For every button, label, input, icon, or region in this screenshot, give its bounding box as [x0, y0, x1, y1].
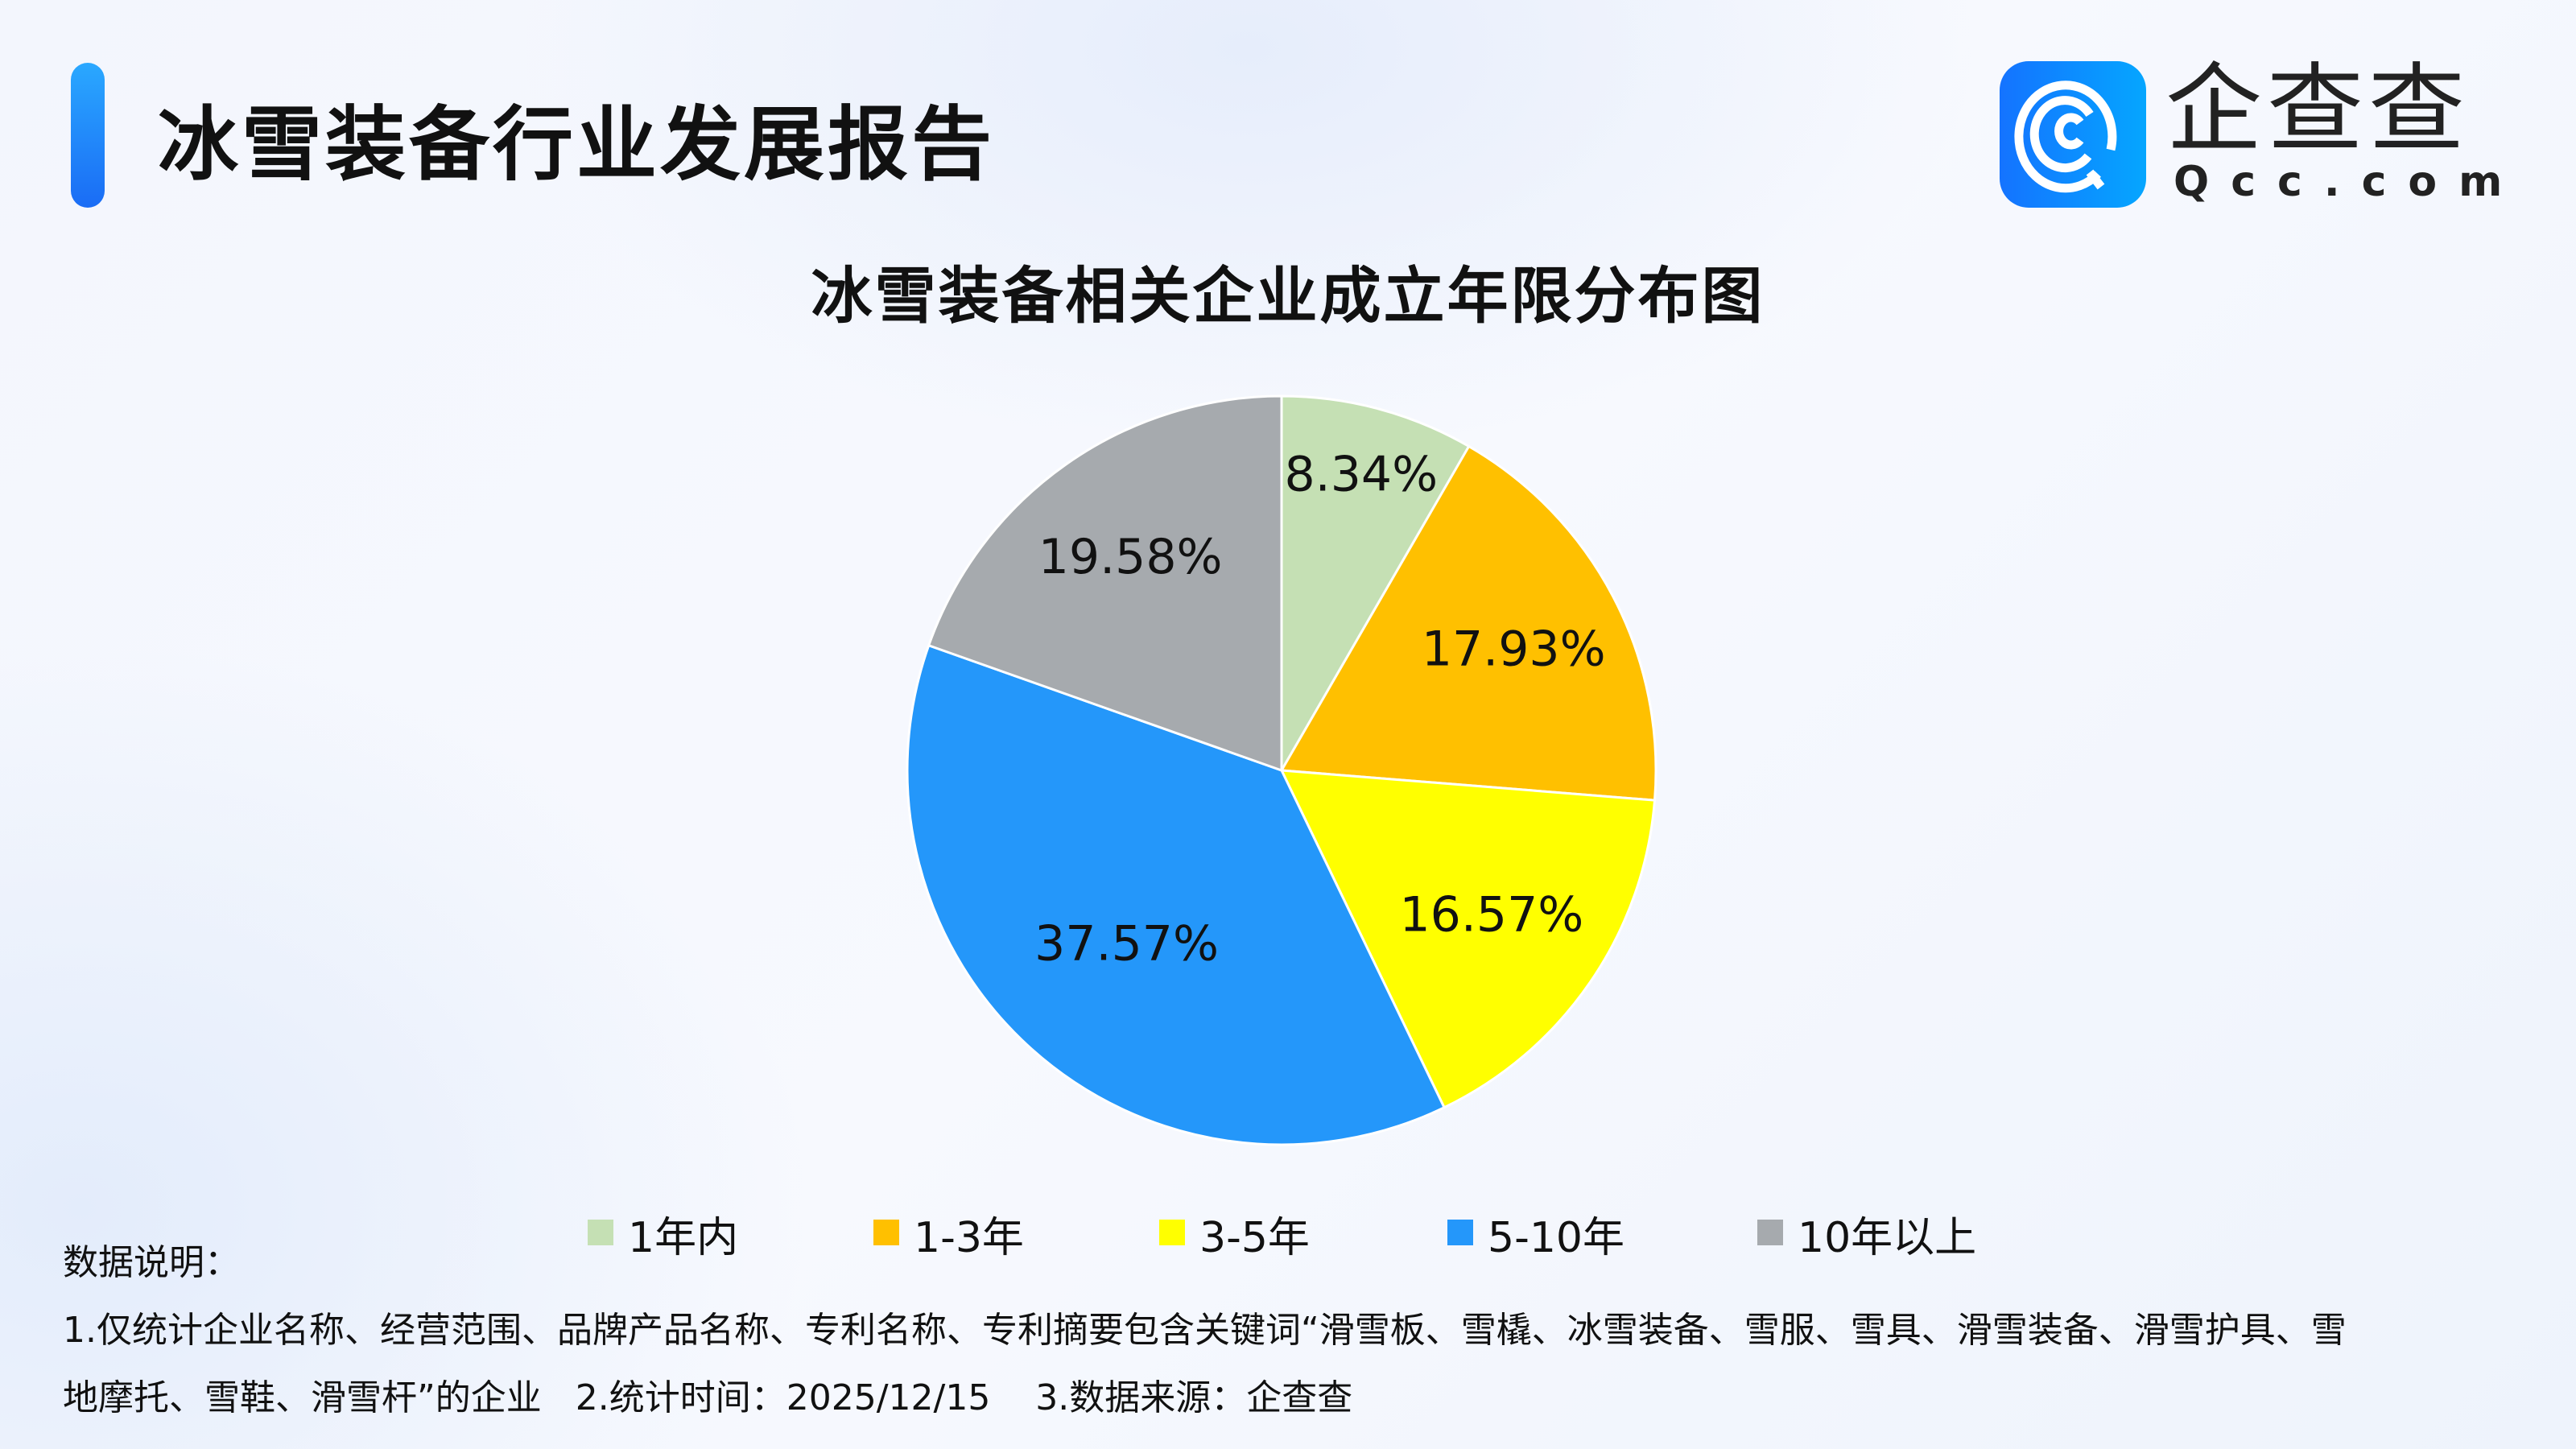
legend-swatch	[1159, 1220, 1185, 1245]
legend-swatch	[873, 1220, 899, 1245]
qcc-logo-icon	[2000, 61, 2146, 208]
legend-label: 10年以上	[1798, 1214, 1977, 1262]
logo-domain: Qcc.com	[2174, 158, 2524, 206]
logo-wordmark: 企查查	[2165, 54, 2470, 166]
pie-slice-4	[906, 643, 1447, 1146]
data-label-1: 8.34%	[1284, 447, 1438, 503]
data-label-5: 19.58%	[1038, 529, 1223, 585]
pie-slice-1	[1280, 394, 1471, 775]
title-accent-bar	[71, 63, 105, 208]
chart-title: 冰雪装备相关企业成立年限分布图	[811, 260, 1765, 332]
legend-label: 3-5年	[1199, 1214, 1310, 1262]
legend-swatch	[1447, 1220, 1473, 1245]
notes-line-1: 1.仅统计企业名称、经营范围、品牌产品名称、专利名称、专利摘要包含关键词“滑雪板…	[63, 1310, 2347, 1351]
data-label-2: 17.93%	[1422, 621, 1606, 678]
pie-slice-2	[1279, 444, 1657, 802]
data-label-3: 16.57%	[1399, 887, 1583, 943]
legend-label: 5-10年	[1488, 1214, 1625, 1262]
notes-heading: 数据说明：	[63, 1242, 240, 1283]
page-title: 冰雪装备行业发展报告	[158, 97, 995, 192]
legend-label: 1-3年	[914, 1214, 1024, 1262]
legend-swatch	[1757, 1220, 1783, 1245]
legend-swatch	[588, 1220, 613, 1245]
data-label-4: 37.57%	[1034, 916, 1219, 972]
pie-slice-5	[927, 394, 1283, 773]
legend-label: 1年内	[628, 1214, 739, 1262]
pie-slice-3	[1279, 769, 1657, 1109]
notes-line-2: 地摩托、雪鞋、滑雪杆”的企业 2.统计时间：2025/12/15 3.数据来源：…	[63, 1377, 1353, 1418]
